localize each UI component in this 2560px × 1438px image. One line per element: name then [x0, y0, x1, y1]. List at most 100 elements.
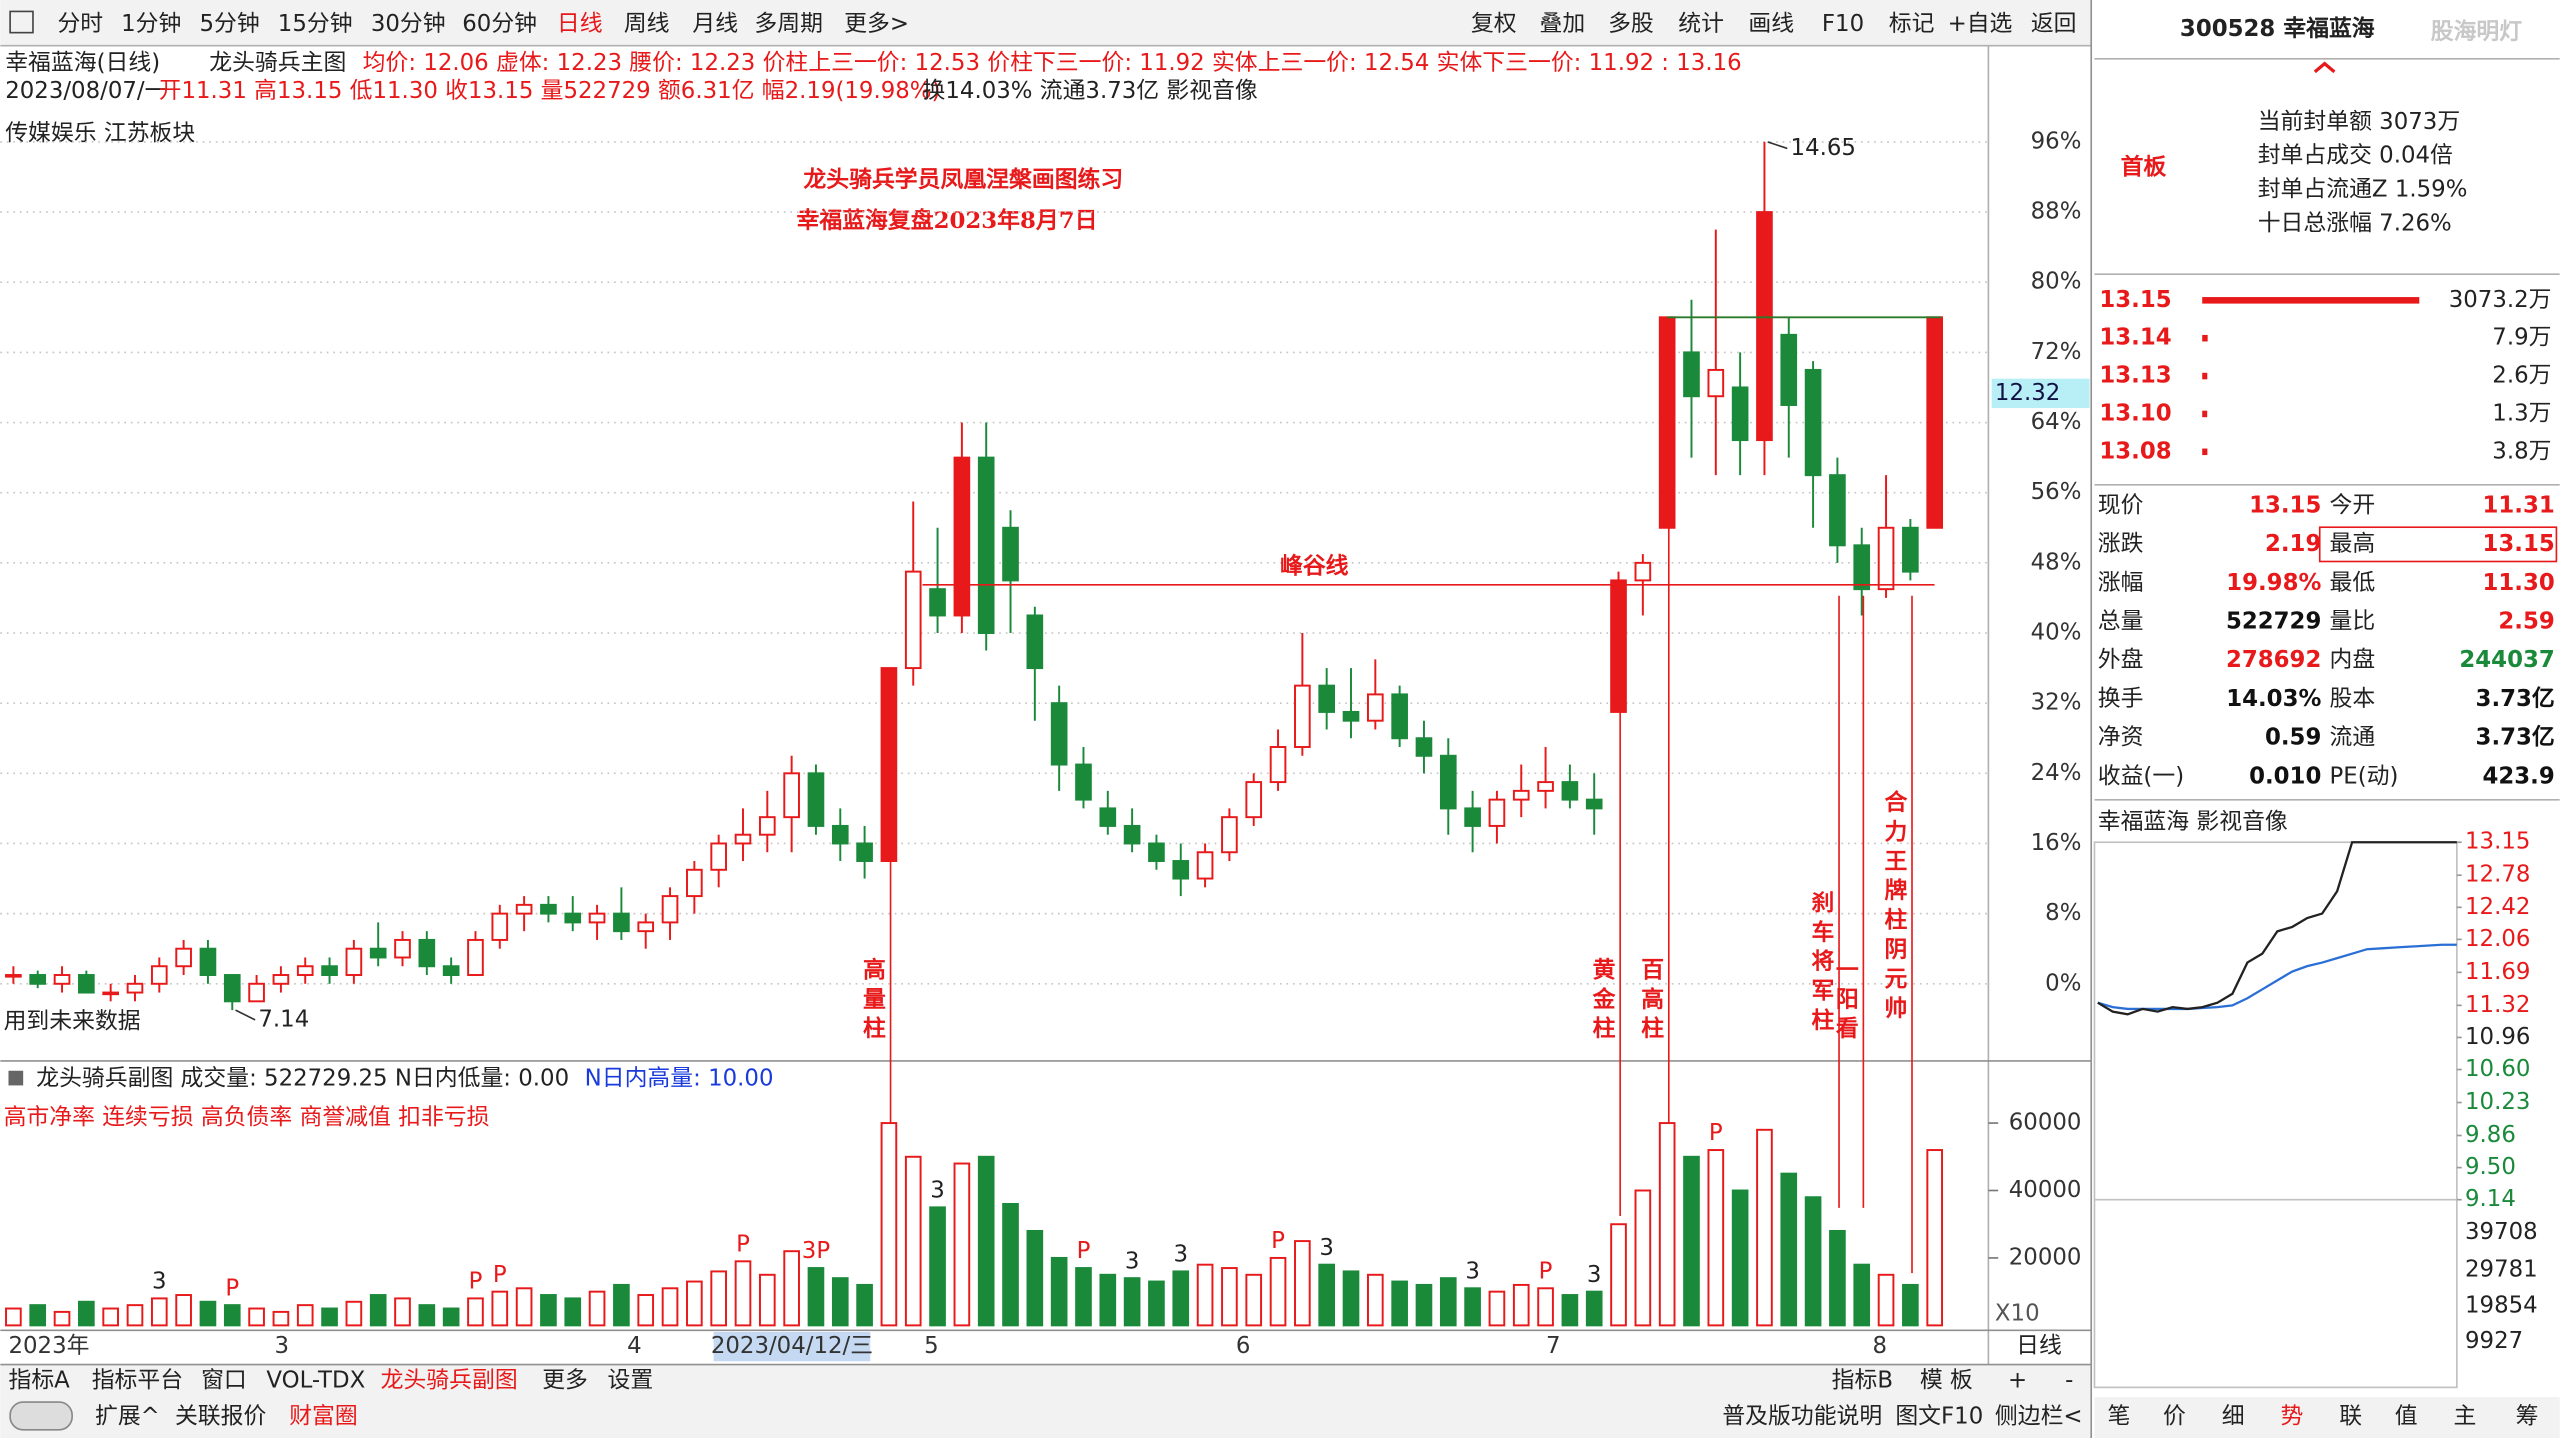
bottom-link[interactable]: 扩展^ — [95, 1403, 160, 1429]
period-tab[interactable]: 60分钟 — [462, 11, 537, 37]
volume-mark: P — [469, 1269, 483, 1295]
indicator-tab[interactable]: 更多 — [542, 1367, 588, 1393]
quote-label: 涨幅 — [2098, 570, 2144, 596]
quote-label: 股本 — [2330, 686, 2376, 712]
volume-bar — [1245, 1273, 1263, 1327]
period-tab[interactable]: 30分钟 — [371, 11, 446, 37]
volume-bar — [1026, 1229, 1044, 1327]
candle-body — [564, 912, 582, 924]
period-tab[interactable]: 日线 — [557, 11, 603, 37]
bid-volume: 1.3万 — [2492, 400, 2551, 426]
y-tick-label: 24% — [2031, 760, 2082, 786]
mini-y-tick: 13.15 — [2465, 829, 2530, 855]
candle-body — [613, 912, 630, 933]
volume-bar — [564, 1297, 582, 1327]
indicator-tab[interactable]: 指标B — [1832, 1367, 1893, 1393]
period-tab[interactable]: 更多> — [844, 11, 909, 37]
candle-body — [710, 842, 727, 871]
candle-body — [442, 965, 460, 976]
volume-bar — [710, 1270, 727, 1327]
period-tab[interactable]: 分时 — [57, 11, 103, 37]
y-tick-label: 0% — [2045, 970, 2081, 996]
panel-tab[interactable]: 价 — [2163, 1403, 2186, 1429]
tool-button[interactable]: 叠加 — [1540, 11, 1586, 37]
panel-tab[interactable]: 笔 — [2108, 1403, 2131, 1429]
indicator-tab[interactable]: 指标A — [8, 1367, 70, 1393]
volume-mark: P — [493, 1262, 507, 1288]
period-tab[interactable]: 5分钟 — [199, 11, 259, 37]
panel-tab[interactable]: 细 — [2222, 1403, 2245, 1429]
mini-y-tick: 12.06 — [2465, 926, 2530, 952]
x-tick-label: 8 — [1873, 1333, 1888, 1359]
panel-tab[interactable]: 主 — [2454, 1403, 2477, 1429]
candle-body — [661, 895, 679, 924]
note: 用到未来数据 — [4, 1008, 141, 1034]
indicator-tab[interactable]: 模 板 — [1920, 1367, 1973, 1393]
panel-tabs-bg — [2094, 1397, 2560, 1438]
period-tab[interactable]: 多周期 — [754, 11, 823, 37]
tool-button[interactable]: +自选 — [1948, 11, 2013, 37]
tool-button[interactable]: 统计 — [1678, 11, 1724, 37]
quote-value: 3.73亿 — [2476, 686, 2555, 712]
tool-button[interactable]: 多股 — [1608, 11, 1654, 37]
candle-body — [467, 938, 484, 976]
indicator-tab[interactable]: 指标平台 — [92, 1367, 183, 1393]
volume-mark: P — [736, 1231, 750, 1257]
volume-bar — [321, 1307, 338, 1327]
volume-bar — [1148, 1280, 1165, 1327]
indicator-tab[interactable]: 设置 — [608, 1367, 654, 1393]
mini-title: 幸福蓝海 影视音像 — [2098, 809, 2288, 835]
indicator-tab[interactable]: - — [2065, 1367, 2073, 1393]
menu-icon[interactable] — [9, 10, 34, 34]
collapse-arrow[interactable] — [2313, 61, 2336, 74]
volume-bar — [807, 1267, 825, 1327]
bottom-link[interactable]: 财富圈 — [289, 1403, 358, 1429]
bottom-link[interactable]: 图文F10 — [1895, 1403, 1983, 1429]
volume-bar — [1464, 1287, 1481, 1327]
volume-bar — [1877, 1273, 1895, 1327]
indicator-tab[interactable]: 窗口 — [201, 1367, 247, 1393]
period-tab[interactable]: 1分钟 — [121, 11, 181, 37]
tool-button[interactable]: 复权 — [1471, 11, 1517, 37]
vertical-label: 高量柱 — [858, 956, 885, 1045]
toggle[interactable] — [9, 1401, 73, 1431]
quote-value: 423.9 — [2483, 763, 2555, 789]
period-tab[interactable]: 周线 — [624, 11, 670, 37]
bottom-link[interactable]: 普及版功能说明 — [1722, 1403, 1882, 1429]
quote-value: 244037 — [2459, 647, 2554, 673]
mini-y-tick: 12.78 — [2465, 862, 2530, 888]
candle-body — [1050, 702, 1068, 766]
bid-volume: 3073.2万 — [2449, 287, 2552, 313]
volume-bar — [1002, 1203, 1019, 1327]
volume-bar — [1731, 1189, 1749, 1327]
period-tab[interactable]: 15分钟 — [278, 11, 353, 37]
panel-tab[interactable]: 势 — [2281, 1403, 2304, 1429]
bottom-link[interactable]: 侧边栏< — [1995, 1403, 2083, 1429]
y-tick-label: 40000 — [2009, 1177, 2082, 1203]
volume-mark: 3 — [1319, 1235, 1334, 1261]
indicator-tab[interactable]: VOL-TDX — [266, 1367, 365, 1393]
high-label: 14.65 — [1791, 135, 1856, 161]
panel-tab[interactable]: 联 — [2339, 1403, 2362, 1429]
candle-body — [1075, 763, 1092, 801]
tool-button[interactable]: F10 — [1822, 11, 1864, 37]
tool-button[interactable]: 标记 — [1889, 11, 1935, 37]
panel-tab[interactable]: 值 — [2395, 1403, 2418, 1429]
period-tab[interactable]: 月线 — [692, 11, 738, 37]
indicator-tab[interactable]: + — [2008, 1367, 2027, 1393]
volume-bar — [1658, 1122, 1676, 1327]
candle-body — [540, 903, 557, 915]
quote-label: 量比 — [2330, 609, 2376, 635]
bottom-link[interactable]: 关联报价 — [175, 1403, 267, 1429]
candle-body — [734, 833, 752, 845]
candle-body — [1366, 693, 1384, 722]
volume-bar — [53, 1310, 71, 1327]
tool-button[interactable]: 画线 — [1748, 11, 1794, 37]
tool-button[interactable]: 返回 — [2031, 11, 2077, 37]
candle-body — [1877, 526, 1895, 591]
candle-body — [394, 938, 411, 959]
indicator-tab[interactable]: 龙头骑兵副图 — [381, 1367, 518, 1393]
panel-tab[interactable]: 筹 — [2516, 1403, 2539, 1429]
volume-bar — [1099, 1273, 1117, 1327]
cursor-date-bg — [713, 1331, 871, 1362]
